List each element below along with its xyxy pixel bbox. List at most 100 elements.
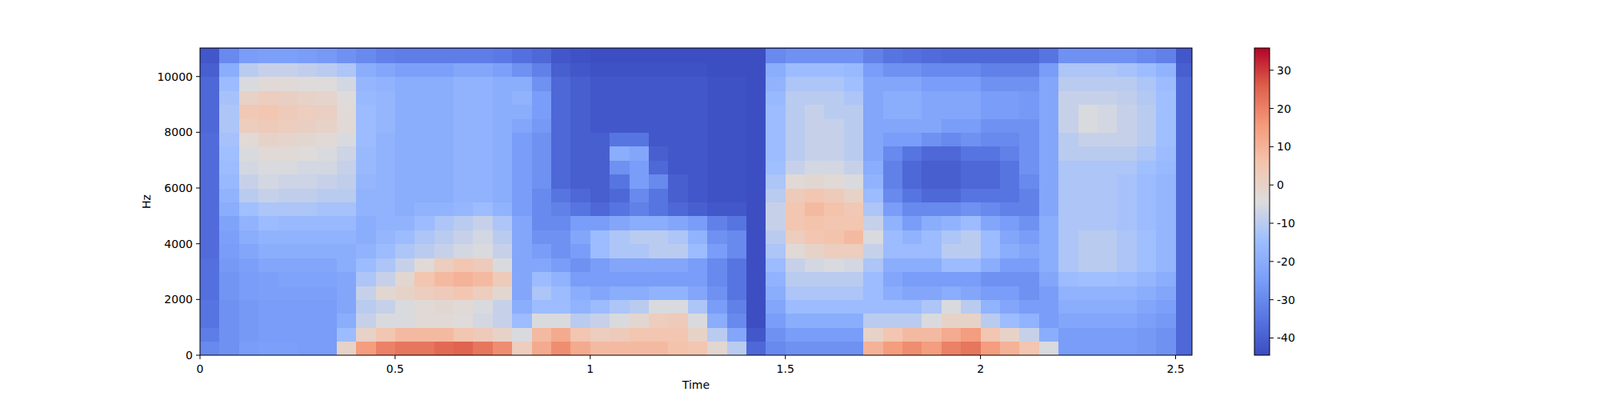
cell bbox=[609, 188, 630, 203]
cell bbox=[1097, 272, 1118, 287]
cell bbox=[239, 132, 260, 147]
cell bbox=[727, 285, 748, 300]
cell bbox=[512, 62, 532, 77]
cell bbox=[532, 201, 552, 216]
cell bbox=[688, 272, 708, 287]
y-tick-label: 4000 bbox=[164, 237, 193, 251]
cell bbox=[707, 244, 728, 259]
cell bbox=[863, 160, 884, 175]
cell bbox=[472, 257, 493, 272]
cell bbox=[765, 201, 786, 216]
cell bbox=[980, 132, 1001, 147]
cell bbox=[648, 118, 669, 133]
cell bbox=[960, 104, 981, 120]
cell bbox=[239, 146, 260, 161]
cell bbox=[258, 229, 279, 244]
cell bbox=[570, 90, 591, 105]
cell bbox=[278, 299, 299, 314]
cell bbox=[200, 272, 220, 287]
cell bbox=[863, 327, 884, 342]
cell bbox=[590, 48, 611, 64]
cell bbox=[472, 104, 493, 120]
cell bbox=[785, 48, 806, 64]
cell bbox=[1176, 146, 1192, 161]
cell bbox=[297, 229, 318, 244]
cell bbox=[824, 341, 844, 356]
cell bbox=[414, 160, 435, 175]
cell bbox=[239, 299, 260, 314]
cell bbox=[921, 48, 942, 64]
cell bbox=[785, 257, 806, 272]
cell bbox=[902, 188, 923, 203]
cell bbox=[356, 160, 376, 175]
x-tick bbox=[980, 355, 981, 360]
cell bbox=[707, 327, 728, 342]
cell bbox=[765, 146, 786, 161]
cell bbox=[707, 174, 728, 189]
cell bbox=[863, 118, 884, 133]
cell bbox=[960, 160, 981, 175]
cell bbox=[258, 104, 279, 120]
cell bbox=[1039, 216, 1060, 231]
cell bbox=[941, 272, 962, 287]
cell bbox=[551, 118, 572, 133]
cell bbox=[219, 160, 240, 175]
cell bbox=[863, 188, 884, 203]
cell bbox=[765, 285, 786, 300]
cell bbox=[258, 188, 279, 203]
colorbar-tick-label: 20 bbox=[1276, 102, 1292, 116]
cell bbox=[1116, 299, 1137, 314]
cell bbox=[297, 299, 318, 314]
cell bbox=[376, 313, 396, 328]
cell bbox=[921, 341, 942, 356]
cell bbox=[512, 132, 532, 147]
cell bbox=[1116, 104, 1137, 120]
cell bbox=[472, 118, 493, 133]
cell bbox=[570, 188, 591, 203]
cell bbox=[960, 76, 981, 92]
cell bbox=[727, 244, 748, 259]
cell bbox=[258, 201, 279, 216]
x-tick bbox=[394, 355, 396, 360]
cell bbox=[883, 174, 904, 189]
cell bbox=[1039, 244, 1060, 259]
cell bbox=[492, 48, 513, 64]
cell bbox=[492, 272, 513, 287]
cell bbox=[844, 327, 864, 342]
cell bbox=[863, 90, 884, 105]
cell bbox=[1019, 90, 1040, 105]
cell bbox=[629, 118, 650, 133]
cell bbox=[980, 62, 1001, 77]
cell bbox=[1000, 48, 1020, 64]
cell bbox=[1116, 327, 1137, 342]
cell bbox=[219, 327, 240, 342]
cell bbox=[395, 48, 416, 64]
cell bbox=[219, 201, 240, 216]
cell bbox=[804, 327, 825, 342]
cell bbox=[883, 146, 904, 161]
cell bbox=[219, 313, 240, 328]
cell bbox=[395, 118, 416, 133]
cell bbox=[278, 118, 299, 133]
cell bbox=[356, 104, 376, 120]
cell bbox=[824, 76, 844, 92]
x-tick bbox=[1175, 355, 1176, 360]
cell bbox=[844, 313, 864, 328]
cell bbox=[278, 174, 299, 189]
cell bbox=[648, 76, 669, 92]
cell bbox=[1039, 118, 1060, 133]
cell bbox=[629, 201, 650, 216]
cell bbox=[609, 229, 630, 244]
cell bbox=[1097, 216, 1118, 231]
y-tick-label: 8000 bbox=[164, 125, 193, 139]
cell bbox=[472, 244, 493, 259]
plot-frame bbox=[200, 48, 1192, 356]
cell bbox=[609, 299, 630, 314]
cell bbox=[863, 257, 884, 272]
cell bbox=[512, 174, 532, 189]
cell bbox=[824, 90, 844, 105]
cell bbox=[668, 174, 688, 189]
cell bbox=[219, 257, 240, 272]
cell bbox=[1000, 299, 1020, 314]
cell bbox=[883, 272, 904, 287]
